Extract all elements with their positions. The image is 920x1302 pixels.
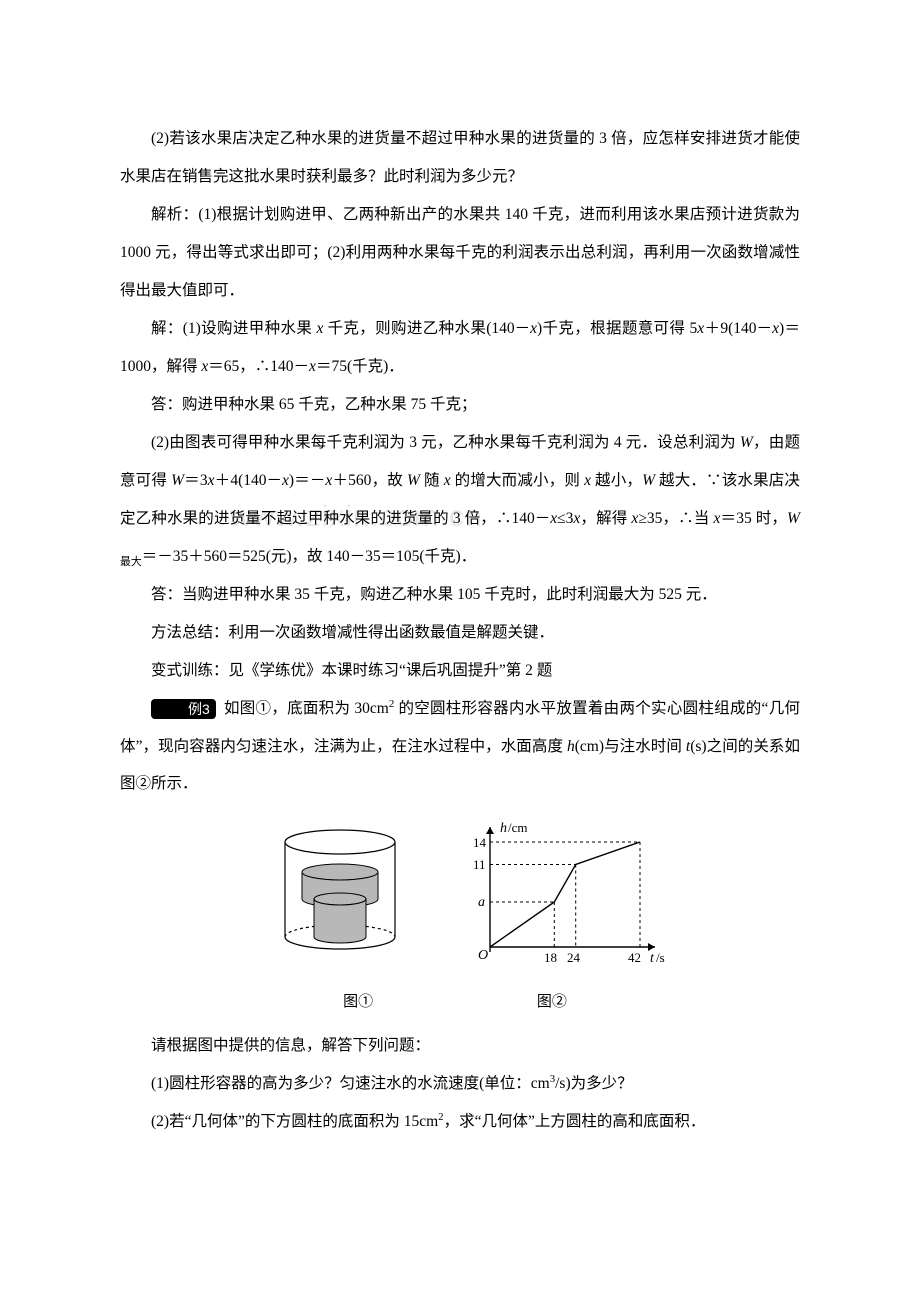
y-tick-14: 14 xyxy=(473,835,487,850)
var-x: x xyxy=(444,472,451,489)
x-tick-18: 18 xyxy=(544,950,557,965)
y-axis-label: h xyxy=(500,821,507,836)
var-x: x xyxy=(584,472,591,489)
caption-fig2: 图② xyxy=(452,984,652,1021)
var-x: x xyxy=(282,472,289,489)
text: ＋560，故 xyxy=(332,472,407,489)
text: 千克，则购进乙种水果(140－ xyxy=(323,320,530,337)
paragraph-example3: 例3 如图①，底面积为 30cm2 的空圆柱形容器内水平放置着由两个实心圆柱组成… xyxy=(120,690,800,804)
paragraph-prompt: 请根据图中提供的信息，解答下列问题： xyxy=(120,1027,800,1065)
var-x: x xyxy=(530,320,537,337)
var-h: h xyxy=(567,738,575,755)
origin-label: O xyxy=(478,948,488,963)
paragraph-answer-1: 答：购进甲种水果 65 千克，乙种水果 75 千克； xyxy=(120,386,800,424)
var-W: W xyxy=(642,472,655,489)
line-chart: h /cm t /s O 14 11 xyxy=(473,820,665,966)
text: (2)由图表可得甲种水果每千克利润为 3 元，乙种水果每千克利润为 4 元．设总… xyxy=(151,434,740,451)
sub-max: 最大 xyxy=(120,556,142,568)
text: ≥35，∴当 xyxy=(638,510,713,527)
paragraph-analysis: 解析：(1)根据计划购进甲、乙两种新出产的水果共 140 千克，进而利用该水果店… xyxy=(120,196,800,310)
paragraph-variant: 变式训练：见《学练优》本课时练习“课后巩固提升”第 2 题 xyxy=(120,652,800,690)
text: 的增大而减小，则 xyxy=(451,472,585,489)
paragraph-method: 方法总结：利用一次函数增减性得出函数最值是解题关键． xyxy=(120,614,800,652)
paragraph-q1b: (1)圆柱形容器的高为多少？匀速注水的水流速度(单位：cm3/s)为多少？ xyxy=(120,1065,800,1103)
text: 解：(1)设购进甲种水果 xyxy=(151,320,316,337)
x-axis-label: t xyxy=(650,951,655,966)
text: ＝－35＋560＝525(元)，故 140－35＝105(千克)． xyxy=(142,548,477,565)
x-tick-24: 24 xyxy=(567,950,581,965)
text: ，求“几何体”上方圆柱的高和底面积． xyxy=(444,1113,706,1130)
paragraph-q2b: (2)若“几何体”的下方圆柱的底面积为 15cm2，求“几何体”上方圆柱的高和底… xyxy=(120,1103,800,1141)
var-W: W xyxy=(407,472,420,489)
text: ＝3 xyxy=(184,472,208,489)
text: (1)圆柱形容器的高为多少？匀速注水的水流速度(单位：cm xyxy=(151,1075,550,1092)
text: ，解得 xyxy=(580,510,631,527)
paragraph-solution-1: 解：(1)设购进甲种水果 x 千克，则购进乙种水果(140－x)千克，根据题意可… xyxy=(120,310,800,386)
text: 随 xyxy=(420,472,444,489)
example-badge: 例3 xyxy=(151,699,216,719)
var-W: W xyxy=(787,510,800,527)
text: (cm)与注水时间 xyxy=(575,738,686,755)
figure-captions: 图① 图② xyxy=(120,984,800,1021)
text: ＋9(140－ xyxy=(704,320,772,337)
paragraph-answer-2: 答：当购进甲种水果 35 千克，购进乙种水果 105 千克时，此时利润最大为 5… xyxy=(120,576,800,614)
text: ＝75(千克)． xyxy=(316,358,404,375)
cylinder-diagram xyxy=(285,830,395,949)
var-W: W xyxy=(171,472,184,489)
text: ＝65，∴140－ xyxy=(208,358,309,375)
var-x: x xyxy=(208,472,215,489)
paragraph-q2: (2)若该水果店决定乙种水果的进货量不超过甲种水果的进货量的 3 倍，应怎样安排… xyxy=(120,120,800,196)
text: )＝－ xyxy=(289,472,326,489)
y-tick-a: a xyxy=(478,895,485,910)
text: 越小， xyxy=(591,472,642,489)
x-tick-42: 42 xyxy=(628,950,641,965)
text: )千克，根据题意可得 5 xyxy=(537,320,697,337)
paragraph-solution-2: (2)由图表可得甲种水果每千克利润为 3 元，乙种水果每千克利润为 4 元．设总… xyxy=(120,424,800,576)
text: 如图①，底面积为 30cm xyxy=(220,700,389,717)
text: (2)若“几何体”的下方圆柱的底面积为 15cm xyxy=(151,1113,438,1130)
text: ＝35 时， xyxy=(720,510,787,527)
figure-svg: h /cm t /s O 14 11 xyxy=(240,817,680,967)
figure-container: h /cm t /s O 14 11 xyxy=(120,817,800,1021)
text: /s)为多少？ xyxy=(555,1075,633,1092)
text: ＋4(140－ xyxy=(215,472,283,489)
svg-text:/cm: /cm xyxy=(508,820,528,835)
var-x: x xyxy=(772,320,779,337)
svg-text:/s: /s xyxy=(656,950,665,965)
caption-fig1: 图① xyxy=(268,984,448,1021)
text: ≤3 xyxy=(557,510,573,527)
var-x: x xyxy=(309,358,316,375)
y-tick-11: 11 xyxy=(473,857,486,872)
var-W: W xyxy=(740,434,753,451)
